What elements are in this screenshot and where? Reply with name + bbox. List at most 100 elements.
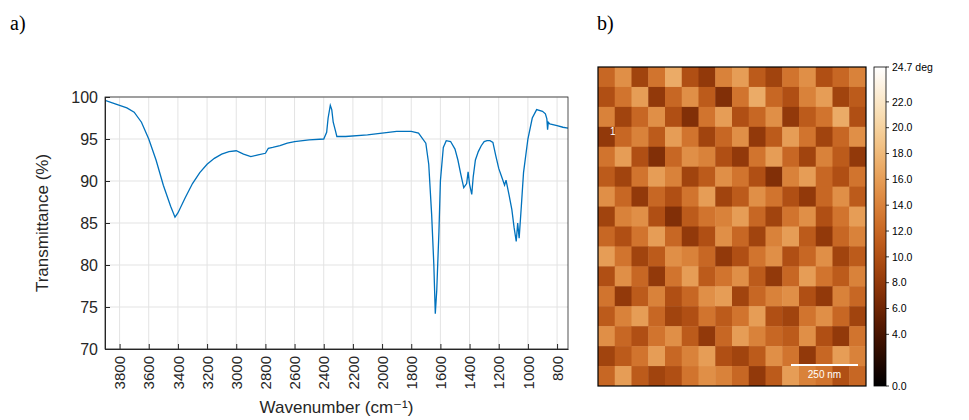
heatmap-cell xyxy=(782,87,799,107)
heatmap-cell xyxy=(849,346,866,366)
heatmap-cell xyxy=(749,67,766,87)
panel-label: b) xyxy=(597,12,614,35)
heatmap-cell xyxy=(682,187,699,207)
heatmap-cell xyxy=(749,127,766,147)
scale-bar xyxy=(791,364,858,366)
heatmap-cell xyxy=(632,187,649,207)
x-tick-label: 2000 xyxy=(374,356,391,389)
colorbar-tick-label: 14.0 xyxy=(892,199,913,211)
heatmap-cell xyxy=(665,286,682,306)
heatmap-cell xyxy=(833,306,850,326)
x-tick-label: 1000 xyxy=(520,356,537,389)
heatmap-cell xyxy=(598,246,615,266)
x-tick: 1800 xyxy=(403,344,420,389)
y-tick-mark xyxy=(105,265,110,266)
x-tick-label: 1400 xyxy=(461,356,478,389)
heatmap-cell xyxy=(715,87,732,107)
heatmap-cell xyxy=(682,346,699,366)
heatmap-cell xyxy=(715,366,732,386)
heatmap-cell xyxy=(598,306,615,326)
x-tick-mark xyxy=(178,344,179,349)
heatmap-cell xyxy=(648,326,665,346)
x-tick-mark xyxy=(353,344,354,349)
heatmap-cell xyxy=(816,67,833,87)
heatmap-cell xyxy=(632,67,649,87)
x-tick: 3000 xyxy=(228,344,245,389)
heatmap-cell xyxy=(682,366,699,386)
heatmap-cell xyxy=(648,67,665,87)
heatmap-cell xyxy=(749,187,766,207)
heatmap-cell xyxy=(665,227,682,247)
heatmap-cell xyxy=(648,187,665,207)
x-axis: 3800360034003200300028002600240022002000… xyxy=(106,344,569,389)
colorbar-tick-mark xyxy=(886,127,889,128)
heatmap-cell xyxy=(782,306,799,326)
heatmap-cell xyxy=(749,246,766,266)
heatmap-cell xyxy=(615,246,632,266)
scale-bar-label: 250 nm xyxy=(808,369,841,380)
x-tick-label: 3400 xyxy=(170,356,187,389)
colorbar-tick-label: 18.0 xyxy=(892,147,913,159)
heatmap-cell xyxy=(849,227,866,247)
heatmap-cell xyxy=(715,147,732,167)
heatmap-cell xyxy=(665,366,682,386)
heatmap-cell xyxy=(766,227,783,247)
heatmap-cell xyxy=(732,266,749,286)
colorbar-tick-label: 10.0 xyxy=(892,251,913,263)
heatmap-cell xyxy=(816,127,833,147)
heatmap-cell xyxy=(799,346,816,366)
heatmap-cell xyxy=(665,306,682,326)
heatmap-cell xyxy=(632,207,649,227)
heatmap-cell xyxy=(632,127,649,147)
x-tick-label: 1800 xyxy=(403,356,420,389)
x-tick-label: 3200 xyxy=(199,356,216,389)
x-tick: 1200 xyxy=(490,344,507,389)
heatmap-cell xyxy=(816,286,833,306)
heatmap-cell xyxy=(648,306,665,326)
heatmap-cell xyxy=(849,167,866,187)
heatmap-cell xyxy=(732,107,749,127)
x-tick-mark xyxy=(470,344,471,349)
heatmap-cell xyxy=(732,187,749,207)
heatmap-cell xyxy=(598,227,615,247)
heatmap-cell xyxy=(816,87,833,107)
heatmap-cell xyxy=(833,246,850,266)
heatmap-cell xyxy=(598,366,615,386)
heatmap-cell xyxy=(632,266,649,286)
heatmap-cell xyxy=(816,227,833,247)
heatmap-cell xyxy=(816,326,833,346)
heatmap-cell xyxy=(849,246,866,266)
colorbar-tick-label: 16.0 xyxy=(892,173,913,185)
heatmap-cell xyxy=(715,207,732,227)
heatmap-cell xyxy=(849,67,866,87)
heatmap-cell xyxy=(816,187,833,207)
panel-b: b)1250 nm0.04.06.08.010.012.014.016.018.… xyxy=(597,12,933,392)
heatmap-cell xyxy=(615,187,632,207)
heatmap-cell xyxy=(849,266,866,286)
heatmap-cell xyxy=(782,167,799,187)
heatmap-cell xyxy=(682,266,699,286)
heatmap-cell xyxy=(766,127,783,147)
x-tick-label: 2400 xyxy=(315,356,332,389)
x-tick-label: 800 xyxy=(549,356,566,381)
heatmap-cell xyxy=(699,207,716,227)
axis-line xyxy=(106,349,569,350)
x-tick-mark xyxy=(295,344,296,349)
figure: a)38003600340032003000280026002400220020… xyxy=(0,0,969,420)
heatmap-cell xyxy=(732,67,749,87)
x-tick: 2800 xyxy=(257,344,274,389)
x-tick-mark xyxy=(324,344,325,349)
plot-area xyxy=(105,100,568,313)
heatmap-cell xyxy=(849,147,866,167)
y-tick-label: 85 xyxy=(80,215,98,232)
heatmap-cell xyxy=(749,107,766,127)
heatmap-cell xyxy=(648,227,665,247)
x-axis-title: Wavenumber (cm⁻¹) xyxy=(260,398,414,417)
heatmap-cell xyxy=(715,266,732,286)
heatmap-cell xyxy=(715,67,732,87)
spectrum-line xyxy=(105,100,568,313)
x-tick-mark xyxy=(557,344,558,349)
colorbar xyxy=(874,67,886,386)
heatmap-cell xyxy=(782,246,799,266)
y-tick: 95 xyxy=(80,131,110,148)
